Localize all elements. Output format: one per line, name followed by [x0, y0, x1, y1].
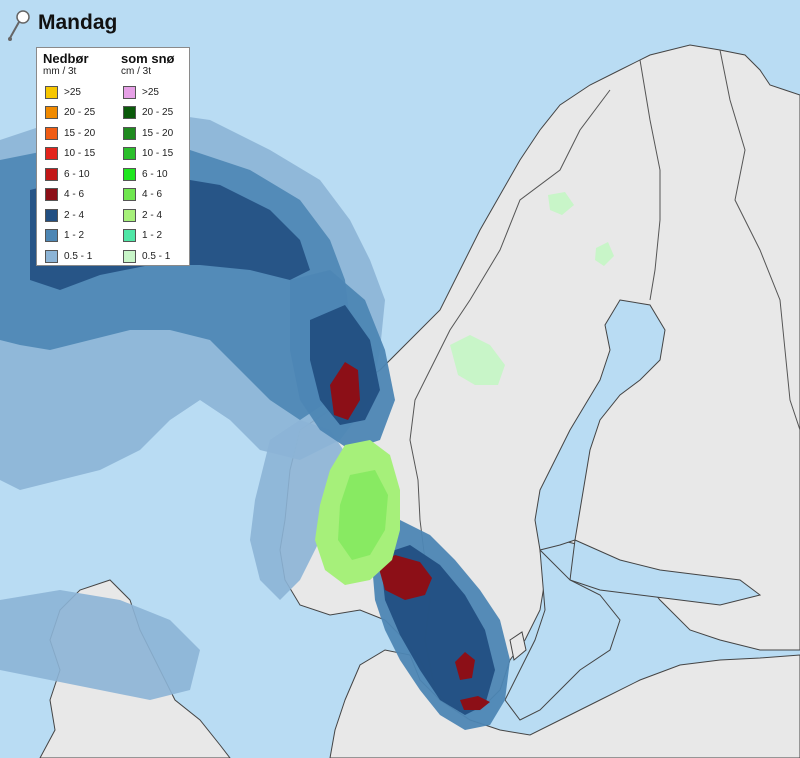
legend-item: 6 - 10 [121, 164, 174, 185]
pin-icon[interactable] [6, 8, 32, 44]
legend-swatch [123, 229, 136, 243]
legend-label: >25 [64, 86, 81, 98]
legend-item: >25 [43, 82, 95, 103]
legend-snow-column: som snø cm / 3t >25 20 - 25 15 - 20 10 -… [121, 52, 174, 267]
map-header: Mandag [6, 8, 117, 44]
legend-snow-items: >25 20 - 25 15 - 20 10 - 15 6 - 10 4 - 6… [121, 82, 174, 267]
precip-light-west-norway [250, 420, 350, 600]
snow-layer [315, 192, 614, 585]
legend-item: >25 [121, 82, 174, 103]
baltic-sea [504, 548, 621, 721]
legend-item: 1 - 2 [121, 226, 174, 247]
legend-label: 0.5 - 1 [142, 250, 171, 262]
legend-item: 2 - 4 [43, 205, 95, 226]
legend-item: 6 - 10 [43, 164, 95, 185]
legend-swatch [123, 167, 136, 181]
legend-label: 15 - 20 [64, 127, 96, 139]
legend-item: 0.5 - 1 [121, 246, 174, 267]
snow-very-light-north [450, 335, 505, 385]
legend: Nedbør mm / 3t >25 20 - 25 15 - 20 10 - … [36, 47, 190, 266]
legend-label: 1 - 2 [142, 230, 163, 242]
legend-swatch [123, 147, 136, 161]
inland-seas [504, 299, 762, 721]
legend-snow-heading: som snø [121, 51, 175, 66]
legend-precip-column: Nedbør mm / 3t >25 20 - 25 15 - 20 10 - … [43, 52, 95, 267]
gulf-of-bothnia [534, 299, 666, 551]
legend-label: 10 - 15 [64, 148, 96, 160]
legend-precip-unit: mm / 3t [43, 66, 77, 77]
legend-label: 0.5 - 1 [64, 250, 93, 262]
precip-red-coast [330, 362, 360, 420]
legend-item: 15 - 20 [121, 123, 174, 144]
map-title: Mandag [38, 11, 118, 34]
precip-light-scotland [0, 590, 200, 700]
legend-swatch [45, 167, 58, 181]
legend-label: 10 - 15 [142, 148, 174, 160]
legend-swatch [123, 188, 136, 202]
legend-label: 2 - 4 [64, 209, 85, 221]
legend-swatch [123, 208, 136, 222]
legend-label: 4 - 6 [142, 189, 163, 201]
legend-swatch [45, 106, 58, 120]
legend-swatch [123, 249, 136, 263]
snow-4-6 [338, 470, 388, 560]
gulf-of-finland [569, 539, 762, 606]
legend-item: 4 - 6 [43, 185, 95, 206]
legend-swatch [45, 229, 58, 243]
legend-swatch [123, 106, 136, 120]
legend-swatch [123, 85, 136, 99]
legend-precip-items: >25 20 - 25 15 - 20 10 - 15 6 - 10 4 - 6… [43, 82, 95, 267]
legend-swatch [45, 126, 58, 140]
legend-item: 0.5 - 1 [43, 246, 95, 267]
legend-item: 20 - 25 [43, 103, 95, 124]
legend-item: 15 - 20 [43, 123, 95, 144]
legend-label: 1 - 2 [64, 230, 85, 242]
legend-swatch [45, 208, 58, 222]
legend-item: 2 - 4 [121, 205, 174, 226]
legend-label: 15 - 20 [142, 127, 174, 139]
legend-precip-heading: Nedbør [43, 51, 89, 66]
legend-label: 20 - 25 [64, 107, 96, 119]
legend-item: 10 - 15 [121, 144, 174, 165]
legend-swatch [45, 249, 58, 263]
legend-swatch [123, 126, 136, 140]
border-sweden-finland [639, 59, 661, 301]
legend-label: 4 - 6 [64, 189, 85, 201]
legend-label: 6 - 10 [142, 168, 168, 180]
precip-red-south-1 [378, 555, 432, 600]
legend-label: 20 - 25 [142, 107, 174, 119]
legend-swatch [45, 147, 58, 161]
legend-item: 10 - 15 [43, 144, 95, 165]
land-baltic-isle [509, 631, 527, 661]
snow-very-light-lapland [548, 192, 574, 215]
border-finland-russia [719, 49, 800, 431]
legend-label: 2 - 4 [142, 209, 163, 221]
legend-item: 20 - 25 [121, 103, 174, 124]
snow-very-light-finland [595, 242, 614, 266]
legend-item: 1 - 2 [43, 226, 95, 247]
precip-red-south-3 [460, 696, 490, 710]
precip-red-south-2 [455, 652, 475, 680]
legend-swatch [45, 188, 58, 202]
legend-snow-unit: cm / 3t [121, 66, 152, 77]
legend-label: 6 - 10 [64, 168, 90, 180]
legend-label: >25 [142, 86, 159, 98]
legend-item: 4 - 6 [121, 185, 174, 206]
legend-swatch [45, 85, 58, 99]
